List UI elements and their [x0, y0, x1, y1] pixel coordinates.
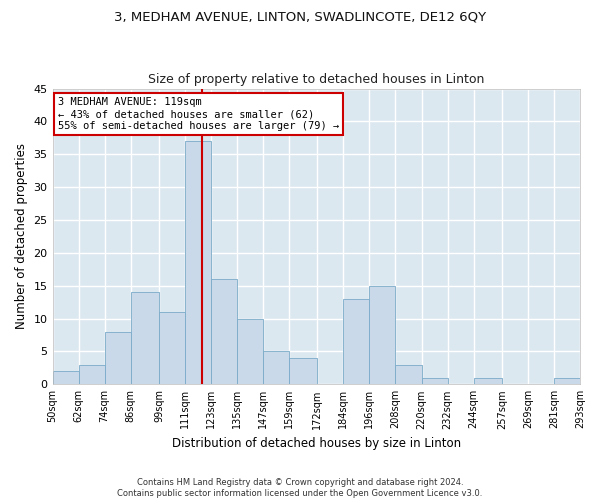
X-axis label: Distribution of detached houses by size in Linton: Distribution of detached houses by size …	[172, 437, 461, 450]
Bar	[237, 318, 263, 384]
Bar	[554, 378, 580, 384]
Bar	[422, 378, 448, 384]
Bar	[289, 358, 317, 384]
Bar	[131, 292, 159, 384]
Bar	[185, 141, 211, 384]
Title: Size of property relative to detached houses in Linton: Size of property relative to detached ho…	[148, 73, 484, 86]
Bar	[473, 378, 502, 384]
Text: Contains HM Land Registry data © Crown copyright and database right 2024.
Contai: Contains HM Land Registry data © Crown c…	[118, 478, 482, 498]
Bar	[370, 286, 395, 384]
Y-axis label: Number of detached properties: Number of detached properties	[15, 144, 28, 330]
Text: 3, MEDHAM AVENUE, LINTON, SWADLINCOTE, DE12 6QY: 3, MEDHAM AVENUE, LINTON, SWADLINCOTE, D…	[114, 10, 486, 23]
Bar	[159, 312, 185, 384]
Text: 3 MEDHAM AVENUE: 119sqm
← 43% of detached houses are smaller (62)
55% of semi-de: 3 MEDHAM AVENUE: 119sqm ← 43% of detache…	[58, 98, 339, 130]
Bar	[53, 371, 79, 384]
Bar	[211, 279, 237, 384]
Bar	[343, 299, 370, 384]
Bar	[263, 352, 289, 384]
Bar	[104, 332, 131, 384]
Bar	[395, 364, 422, 384]
Bar	[79, 364, 104, 384]
